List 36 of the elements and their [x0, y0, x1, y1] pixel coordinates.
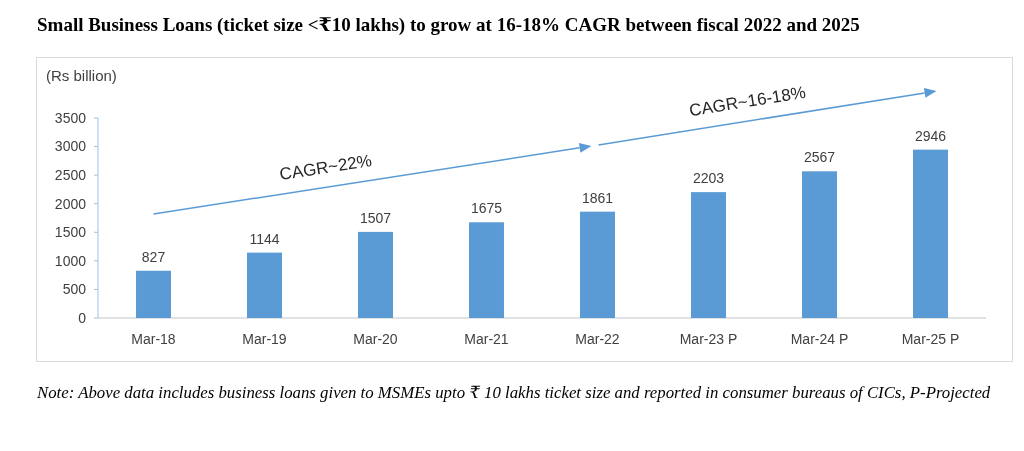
data-label: 1861	[581, 189, 614, 206]
bar	[913, 149, 948, 318]
data-label: 827	[141, 248, 166, 265]
x-tick-label: Mar-23 P	[679, 331, 738, 347]
x-tick-label: Mar-22	[575, 331, 620, 347]
x-tick-label: Mar-24 P	[790, 331, 849, 347]
y-tick-label: 3500	[54, 109, 87, 126]
y-tick-label: 0	[78, 309, 87, 326]
y-tick-label: 3000	[54, 138, 87, 155]
bar	[691, 192, 726, 318]
bar	[247, 252, 282, 318]
data-label: 2946	[914, 127, 947, 144]
y-tick-label: 2500	[54, 167, 87, 184]
bar	[136, 270, 171, 318]
bar	[358, 231, 393, 318]
y-axis-title: (Rs billion)	[46, 67, 117, 84]
y-tick-label: 1500	[54, 224, 87, 241]
y-tick-label: 2000	[54, 195, 87, 212]
x-tick-label: Mar-20	[353, 331, 398, 347]
x-tick-label: Mar-19	[242, 331, 287, 347]
text: Note: Above data includes business loans given to MSMEs upto ₹ 10 lakhs ticket size and reported in consumer bureaus of CICs, P-Projected	[36, 383, 991, 402]
y-tick-label: 1000	[54, 252, 87, 269]
y-tick-label: 500	[62, 281, 87, 298]
data-label: 1675	[470, 200, 503, 217]
annotation: CAGR~22%	[278, 151, 374, 185]
data-label: 1507	[359, 209, 392, 226]
x-tick-label: Mar-21	[464, 331, 509, 347]
data-label: 1144	[249, 230, 280, 247]
data-label: 2567	[803, 149, 836, 166]
bar	[802, 171, 837, 318]
bar	[580, 211, 615, 318]
x-tick-label: Mar-25 P	[901, 331, 960, 347]
chart-title: Small Business Loans (ticket size <₹10 lakhs) to grow at 16-18% CAGR between fiscal 2022 and 2025	[37, 14, 860, 36]
bar	[469, 222, 504, 318]
data-label: 2203	[692, 170, 725, 187]
x-tick-label: Mar-18	[131, 331, 176, 347]
